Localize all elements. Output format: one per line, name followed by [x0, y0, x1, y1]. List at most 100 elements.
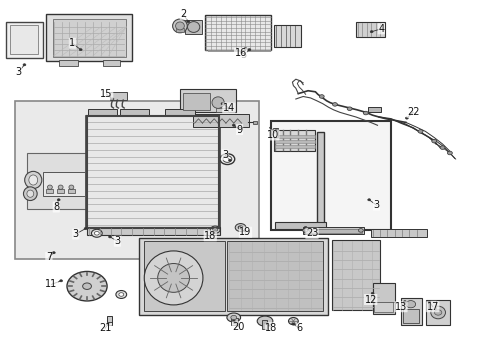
Ellipse shape: [212, 228, 217, 231]
Bar: [331, 240, 380, 310]
Bar: [87, 227, 220, 235]
Ellipse shape: [346, 107, 351, 111]
Ellipse shape: [27, 190, 34, 197]
Bar: [15, 101, 259, 259]
Ellipse shape: [226, 313, 240, 322]
Text: 3: 3: [114, 236, 120, 246]
Ellipse shape: [367, 199, 370, 201]
Ellipse shape: [23, 64, 26, 66]
Ellipse shape: [119, 293, 123, 296]
Ellipse shape: [187, 22, 200, 32]
Ellipse shape: [370, 292, 373, 294]
Bar: [57, 189, 64, 193]
Text: 5: 5: [240, 50, 246, 60]
Bar: [88, 109, 117, 115]
Ellipse shape: [433, 310, 441, 315]
Ellipse shape: [447, 151, 451, 155]
Bar: [106, 316, 112, 325]
Bar: [273, 130, 315, 151]
Ellipse shape: [57, 199, 60, 201]
Bar: [27, 153, 102, 209]
Ellipse shape: [220, 154, 234, 165]
Bar: [274, 222, 325, 229]
Bar: [176, 28, 183, 32]
Bar: [102, 60, 120, 66]
Bar: [372, 283, 394, 314]
Ellipse shape: [430, 306, 445, 319]
Bar: [253, 121, 257, 124]
Bar: [230, 318, 237, 325]
Ellipse shape: [157, 264, 189, 292]
Bar: [205, 15, 271, 50]
Ellipse shape: [244, 48, 246, 50]
Text: 8: 8: [53, 202, 59, 212]
Ellipse shape: [211, 97, 224, 108]
Bar: [165, 109, 194, 115]
Ellipse shape: [257, 316, 272, 326]
Bar: [183, 93, 210, 110]
Ellipse shape: [175, 22, 184, 30]
Bar: [316, 132, 324, 228]
Ellipse shape: [405, 117, 407, 119]
Ellipse shape: [439, 146, 444, 149]
Text: 3: 3: [73, 229, 79, 239]
Ellipse shape: [210, 226, 220, 233]
Ellipse shape: [332, 103, 337, 106]
Bar: [43, 172, 84, 196]
Text: 9: 9: [236, 125, 242, 135]
Bar: [367, 107, 381, 112]
Bar: [53, 19, 126, 57]
Text: 3: 3: [222, 150, 227, 160]
Ellipse shape: [84, 228, 87, 230]
Ellipse shape: [302, 229, 307, 232]
Text: 19: 19: [239, 227, 251, 237]
Ellipse shape: [144, 251, 203, 305]
Bar: [274, 135, 314, 138]
Ellipse shape: [82, 283, 91, 289]
Bar: [10, 25, 38, 54]
Text: 6: 6: [296, 323, 302, 333]
Ellipse shape: [238, 226, 243, 229]
Ellipse shape: [232, 124, 235, 126]
Text: 13: 13: [394, 302, 407, 312]
Ellipse shape: [232, 320, 235, 322]
Ellipse shape: [223, 156, 231, 162]
Bar: [261, 320, 267, 329]
Ellipse shape: [319, 95, 324, 98]
Text: 10: 10: [266, 130, 279, 140]
Bar: [120, 109, 149, 115]
Ellipse shape: [230, 315, 236, 320]
Ellipse shape: [431, 139, 436, 143]
Text: 23: 23: [305, 228, 318, 238]
Text: 22: 22: [406, 107, 419, 117]
Bar: [46, 189, 53, 193]
Ellipse shape: [69, 185, 74, 189]
Ellipse shape: [111, 98, 114, 100]
Bar: [110, 92, 127, 100]
Bar: [6, 22, 42, 58]
Bar: [59, 60, 78, 66]
Ellipse shape: [363, 111, 367, 115]
Ellipse shape: [116, 291, 126, 298]
Bar: [46, 14, 132, 61]
Bar: [402, 309, 418, 323]
Ellipse shape: [47, 185, 52, 189]
Ellipse shape: [235, 224, 245, 231]
Bar: [274, 145, 314, 148]
Text: 2: 2: [180, 9, 186, 19]
Ellipse shape: [107, 322, 110, 324]
Ellipse shape: [172, 19, 187, 33]
Bar: [85, 116, 220, 228]
Ellipse shape: [274, 129, 277, 131]
Ellipse shape: [108, 236, 111, 238]
Bar: [144, 241, 224, 311]
Bar: [180, 89, 236, 112]
Text: 17: 17: [426, 302, 438, 312]
Ellipse shape: [221, 103, 224, 105]
Bar: [427, 300, 435, 309]
Bar: [303, 227, 364, 234]
Bar: [272, 128, 277, 137]
Ellipse shape: [358, 229, 363, 232]
Bar: [355, 22, 385, 37]
Ellipse shape: [291, 323, 294, 325]
